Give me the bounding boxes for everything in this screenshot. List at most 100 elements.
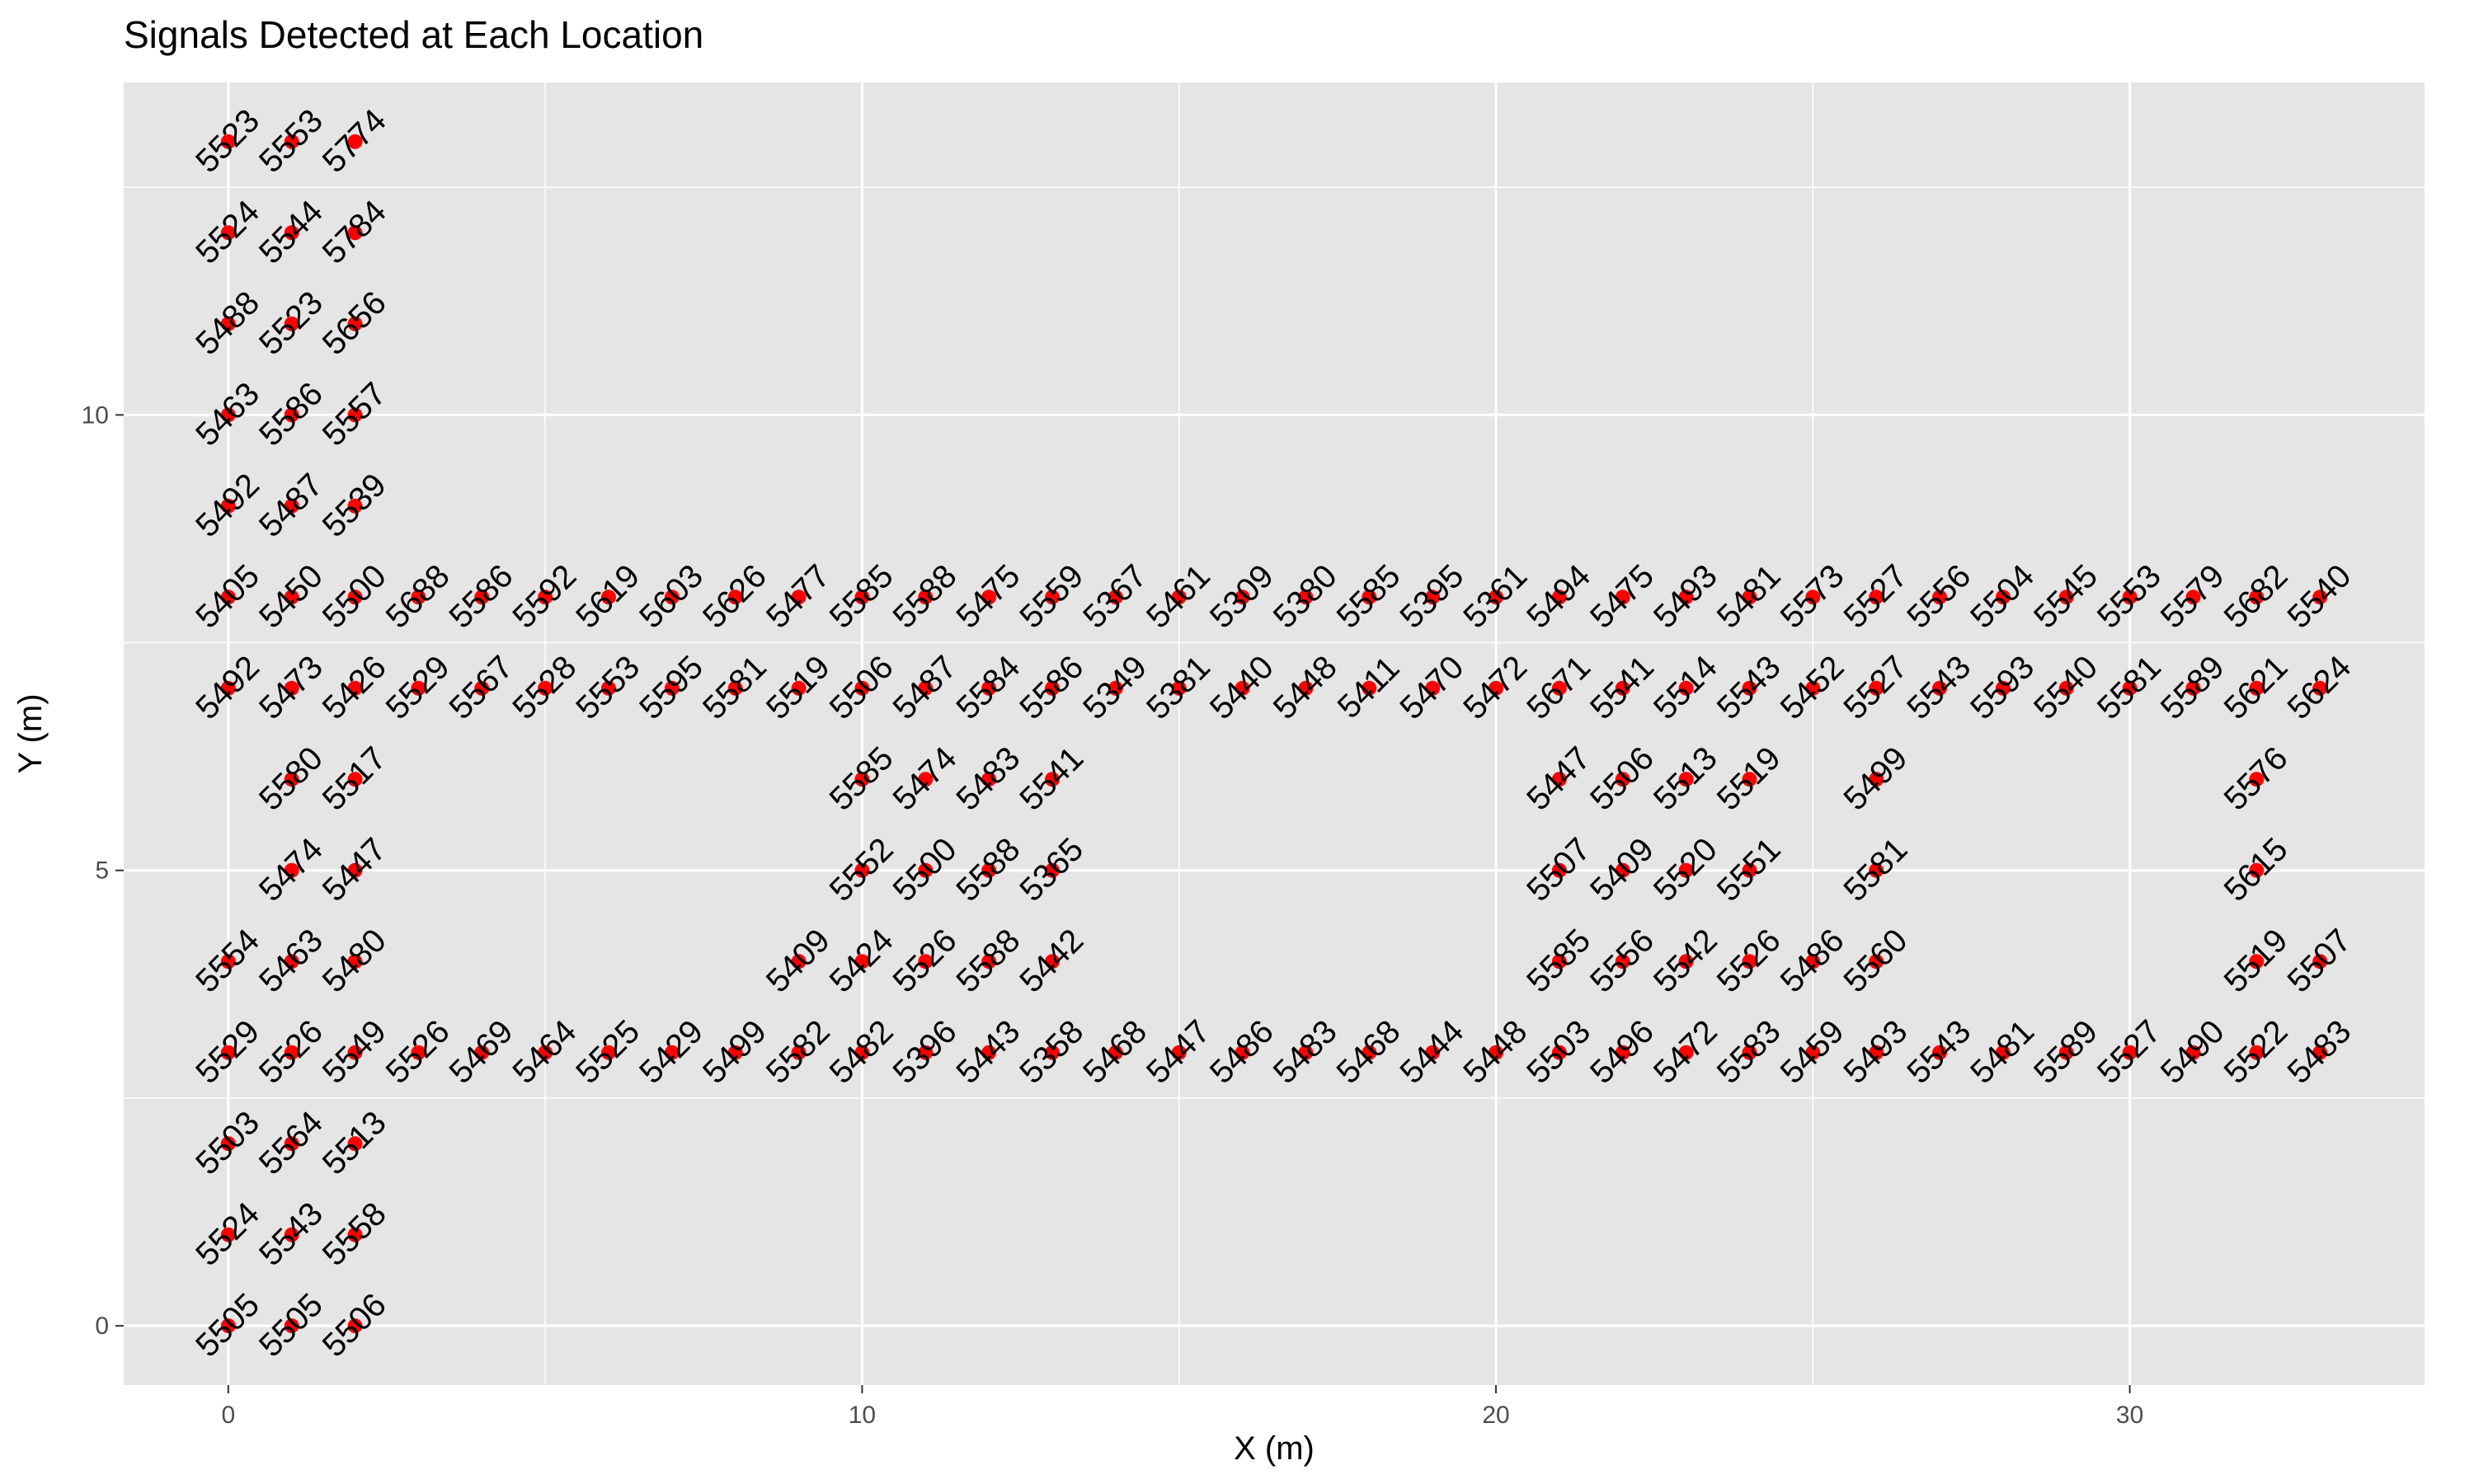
data-point (220, 954, 236, 970)
data-point (2249, 862, 2265, 878)
major-gridlines (124, 82, 2425, 1385)
data-point (600, 680, 616, 696)
data-point (1615, 589, 1630, 605)
data-point (918, 954, 934, 970)
data-point (1869, 772, 1884, 787)
data-point (918, 1045, 934, 1060)
data-point (918, 772, 934, 787)
data-point (1425, 680, 1441, 696)
data-point (347, 1136, 363, 1152)
data-point (284, 1227, 299, 1242)
data-point (1869, 1045, 1884, 1060)
data-point (2312, 1045, 2328, 1060)
data-point (727, 1045, 743, 1060)
data-point (918, 862, 934, 878)
x-tick-label: 10 (849, 1402, 876, 1429)
data-point (2312, 589, 2328, 605)
data-point (600, 589, 616, 605)
data-point (284, 134, 299, 149)
y-tick-label: 10 (82, 402, 109, 429)
data-point (284, 498, 299, 514)
data-point (1489, 1045, 1504, 1060)
data-point (284, 954, 299, 970)
data-point (538, 589, 553, 605)
data-point (1869, 862, 1884, 878)
data-point (1108, 1045, 1123, 1060)
data-point (664, 589, 680, 605)
data-point (538, 1045, 553, 1060)
data-point (2122, 589, 2138, 605)
data-point (1932, 680, 1948, 696)
data-point (1044, 680, 1060, 696)
data-point (1678, 772, 1694, 787)
data-point (1551, 680, 1567, 696)
data-point (1171, 1045, 1187, 1060)
data-point (854, 772, 870, 787)
data-point (1742, 680, 1757, 696)
data-point (1932, 589, 1948, 605)
data-point (284, 407, 299, 423)
data-point (347, 1318, 363, 1334)
data-point (284, 1045, 299, 1060)
data-point (474, 589, 490, 605)
data-points (220, 134, 2328, 1334)
data-point (2249, 954, 2265, 970)
data-point (284, 589, 299, 605)
data-point (347, 134, 363, 149)
data-point (1551, 862, 1567, 878)
data-point (284, 225, 299, 241)
chart-title: Signals Detected at Each Location (124, 13, 703, 56)
data-point (2058, 589, 2074, 605)
data-point (1932, 1045, 1948, 1060)
data-point (347, 1045, 363, 1060)
data-point (1869, 680, 1884, 696)
data-point (791, 680, 807, 696)
x-tick-label: 0 (221, 1402, 235, 1429)
data-point (854, 862, 870, 878)
data-point (1805, 954, 1821, 970)
data-point (791, 954, 807, 970)
data-point (1362, 680, 1377, 696)
y-tick-label: 0 (95, 1313, 109, 1340)
y-axis-label: Y (m) (12, 693, 49, 773)
data-point (1044, 954, 1060, 970)
x-tick-label: 20 (1482, 1402, 1509, 1429)
data-point (1995, 589, 2011, 605)
data-point (1551, 772, 1567, 787)
data-point (1425, 589, 1441, 605)
data-point (1678, 954, 1694, 970)
data-point (220, 316, 236, 331)
data-point (1995, 1045, 2011, 1060)
data-point (1742, 589, 1757, 605)
data-point (220, 589, 236, 605)
data-point (538, 680, 553, 696)
data-point (1869, 954, 1884, 970)
data-point (727, 589, 743, 605)
data-point (220, 407, 236, 423)
data-point (1108, 589, 1123, 605)
data-point (918, 589, 934, 605)
data-point (981, 1045, 997, 1060)
data-point (1678, 589, 1694, 605)
data-point (854, 954, 870, 970)
data-point (2312, 680, 2328, 696)
minor-gridlines (124, 82, 2425, 1385)
data-point (220, 1318, 236, 1334)
data-point (1425, 1045, 1441, 1060)
data-point (1362, 589, 1377, 605)
data-point (1742, 954, 1757, 970)
data-point (2058, 680, 2074, 696)
data-point (1869, 589, 1884, 605)
data-point (1171, 680, 1187, 696)
data-point (1805, 589, 1821, 605)
data-point (411, 589, 426, 605)
data-point (220, 1227, 236, 1242)
data-point (2185, 1045, 2201, 1060)
data-point (1044, 862, 1060, 878)
data-point (1171, 589, 1187, 605)
data-point (1235, 589, 1250, 605)
data-point (2122, 680, 2138, 696)
x-axis-ticks: 0 10 20 30 (221, 1385, 2143, 1429)
data-point (664, 680, 680, 696)
